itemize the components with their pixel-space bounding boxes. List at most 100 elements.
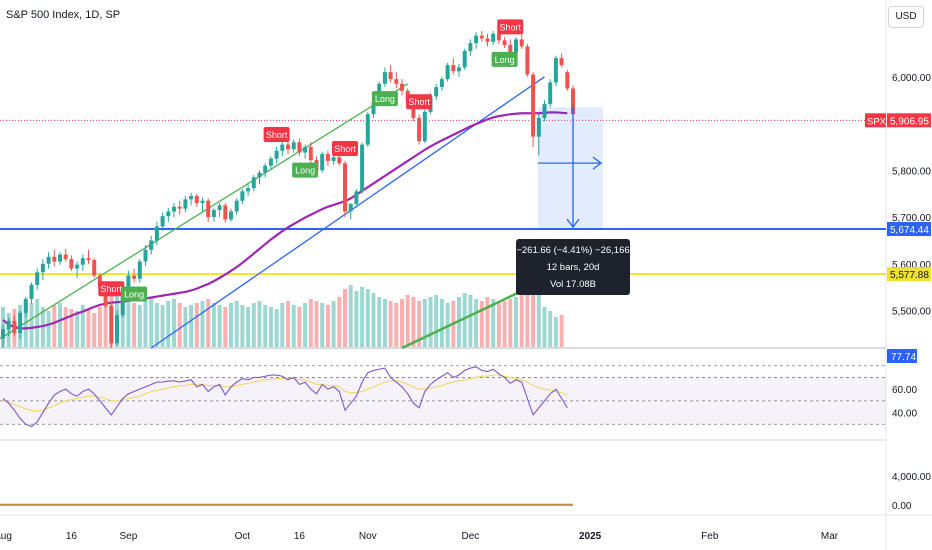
rsi-line — [2, 366, 568, 428]
candle-body — [286, 144, 290, 150]
volume-bar — [229, 303, 233, 347]
volume-bar — [172, 299, 176, 347]
candle-body — [491, 33, 496, 42]
candle-body — [6, 320, 11, 330]
candle-body — [172, 206, 176, 212]
time-tick: 16 — [66, 531, 78, 542]
candle-body — [92, 260, 97, 276]
candle-body — [46, 256, 51, 264]
candle-body — [360, 144, 365, 192]
volume-bar — [149, 297, 154, 347]
candle-body — [308, 146, 313, 161]
candle-body — [200, 200, 205, 204]
signal-badge — [121, 286, 148, 302]
time-tick: Mar — [821, 531, 839, 542]
measure-change: −261.66 (−4.41%) −26,166 — [516, 245, 629, 256]
volume-bar — [97, 307, 102, 347]
time-axis[interactable]: Aug 16 Sep Oct 16 Nov Dec 2025 Feb Mar — [0, 531, 839, 542]
price-tick: 5,800.00 — [892, 166, 931, 177]
price-axis[interactable]: 5,500.00 5,600.00 5,700.00 5,800.00 6,000.00… — [865, 73, 931, 318]
trendline-green — [0, 83, 409, 340]
signal-badge — [491, 51, 518, 67]
volume-bar — [154, 303, 159, 347]
candle-body — [445, 65, 450, 80]
signal-label: Long — [124, 290, 144, 300]
measure-area — [538, 107, 603, 230]
volume-bar — [337, 297, 342, 347]
volume-bar — [297, 307, 302, 347]
candle-body — [143, 249, 148, 262]
chart-title: S&P 500 Index, 1D, SP — [6, 9, 121, 21]
volume-bars — [1, 285, 564, 347]
volume-bar — [46, 311, 51, 347]
volume-bar — [251, 303, 256, 347]
candle-body — [451, 65, 456, 72]
time-tick: 16 — [294, 531, 306, 542]
time-tick: Aug — [0, 531, 12, 542]
candle-body — [132, 275, 137, 279]
candle-body — [246, 188, 251, 192]
time-tick: Dec — [462, 531, 480, 542]
rsi-tick: 40.00 — [892, 409, 917, 420]
candle-body — [474, 35, 479, 44]
candle-body — [479, 35, 484, 39]
candle-body — [303, 146, 308, 153]
measure-arrow-head — [592, 156, 603, 170]
candle-body — [462, 51, 467, 68]
volume-bar — [303, 303, 308, 347]
time-tick: Oct — [235, 531, 251, 542]
candle-body — [211, 210, 216, 218]
volume-bar — [280, 303, 285, 347]
horizontal-levels — [0, 119, 886, 276]
level-label: 5,674.44 — [890, 225, 929, 236]
time-tick: 2025 — [579, 531, 602, 542]
volume-bar — [428, 297, 433, 347]
measure-bars: 12 bars, 20d — [547, 262, 600, 273]
symbol-badge: SPX — [867, 116, 887, 127]
candle-body — [166, 211, 171, 217]
volume-bar — [405, 295, 410, 347]
volume-bar — [80, 305, 85, 347]
volume-bar — [508, 299, 513, 347]
symbol-badge-bg — [865, 113, 886, 128]
candle-body — [154, 226, 159, 241]
currency-button[interactable]: USD — [888, 6, 924, 28]
volume-bar — [75, 311, 80, 347]
candle-body — [229, 211, 233, 220]
candle-body — [519, 39, 524, 47]
volume-bar — [553, 317, 558, 347]
volume-bar — [217, 305, 222, 347]
volume-bar — [126, 301, 131, 347]
candle-body — [542, 103, 547, 118]
candle-body — [297, 142, 302, 153]
candle-body — [365, 114, 370, 145]
volume-bar — [525, 285, 530, 347]
volume-bar — [325, 305, 330, 347]
signal-label: Short — [101, 284, 123, 294]
candle-body — [40, 263, 45, 273]
volume-bar — [314, 301, 319, 347]
volume-bar — [422, 299, 427, 347]
candle-body — [548, 82, 553, 104]
candle-body — [35, 272, 40, 285]
volume-bar — [491, 299, 496, 347]
candle-body — [29, 284, 34, 299]
measure-tool[interactable]: −261.66 (−4.41%) −26,166 12 bars, 20d Vol … — [516, 107, 630, 296]
price-tick: 5,600.00 — [892, 260, 931, 271]
measure-arrow-head — [566, 218, 580, 229]
lower-pane: 4,000.00 0.00 — [0, 472, 931, 512]
volume-bar — [542, 307, 547, 347]
rsi-current-bg — [887, 349, 917, 363]
volume-bar — [257, 301, 262, 347]
candlesticks — [1, 30, 575, 348]
signal-label: Short — [500, 22, 522, 32]
volume-bar — [206, 299, 211, 347]
candle-body — [434, 87, 439, 97]
signal-badge — [406, 94, 433, 110]
moving-average — [2, 111, 568, 330]
volume-bar — [177, 303, 182, 347]
volume-bar — [394, 303, 399, 347]
volume-bar — [343, 289, 347, 347]
volume-bar — [200, 301, 205, 347]
